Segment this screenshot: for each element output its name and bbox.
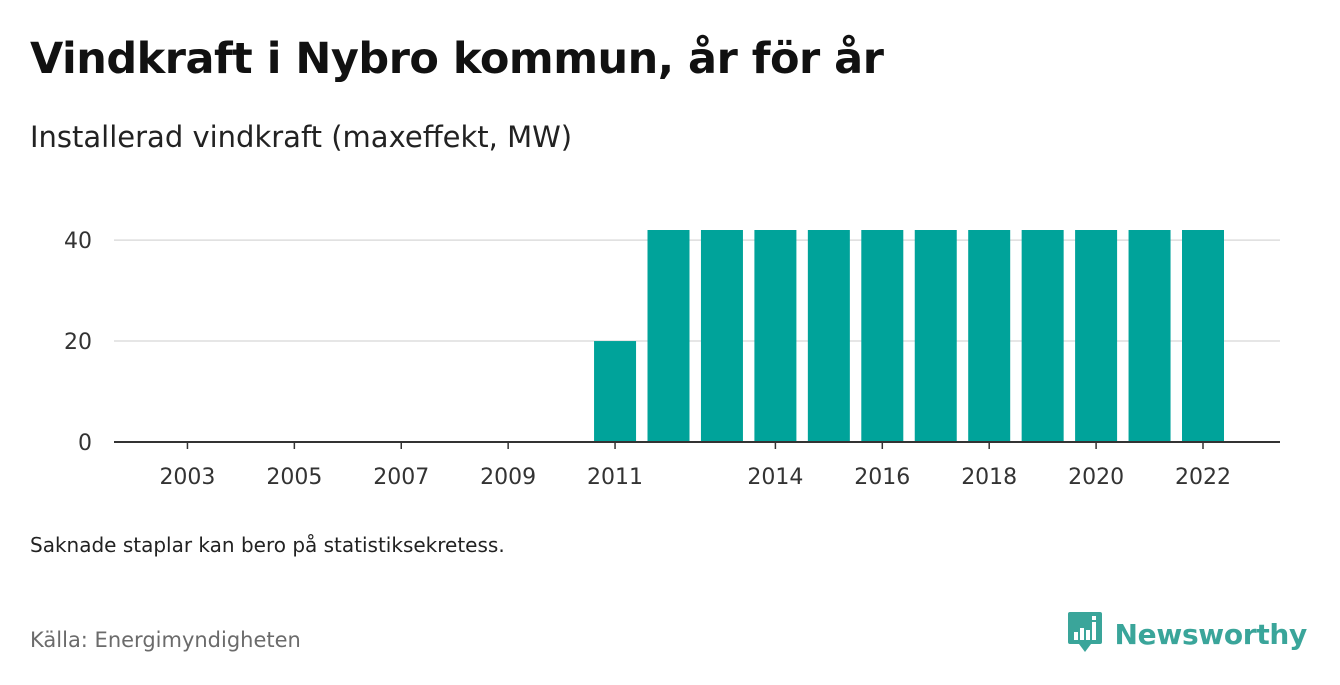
footnote: Saknade staplar kan bero på statistiksek… bbox=[30, 533, 505, 557]
x-tick-label: 2011 bbox=[587, 465, 643, 490]
x-tick-label: 2009 bbox=[480, 465, 536, 490]
x-tick-label: 2007 bbox=[373, 465, 429, 490]
bar-2019 bbox=[1021, 230, 1064, 442]
source-credit: Källa: Energimyndigheten bbox=[30, 628, 301, 652]
bar-2016 bbox=[861, 230, 904, 442]
y-tick-label: 40 bbox=[64, 229, 92, 254]
bar-2022 bbox=[1182, 230, 1224, 442]
bar-2014 bbox=[754, 230, 797, 442]
chart-title: Vindkraft i Nybro kommun, år för år bbox=[30, 34, 884, 84]
brand[interactable]: Newsworthy bbox=[1067, 610, 1307, 658]
bar-2015 bbox=[807, 230, 850, 442]
bar-chart: 0 20 40 2003 2005 2007 2009 2011 2014 2016 2018 202… bbox=[64, 229, 1280, 490]
bar-2017 bbox=[914, 230, 957, 442]
bar-2013 bbox=[700, 230, 743, 442]
x-tick-label: 2020 bbox=[1068, 465, 1124, 490]
x-tick-label: 2018 bbox=[961, 465, 1017, 490]
chart-subtitle: Installerad vindkraft (maxeffekt, MW) bbox=[30, 120, 573, 154]
bar-2021 bbox=[1128, 230, 1171, 442]
x-tick-label: 2022 bbox=[1175, 465, 1231, 490]
bar-2020 bbox=[1075, 230, 1118, 442]
bar-2011 bbox=[594, 341, 637, 442]
x-tick-label: 2003 bbox=[159, 465, 215, 490]
brand-name: Newsworthy bbox=[1114, 617, 1308, 651]
x-tick-label: 2014 bbox=[747, 465, 803, 490]
y-tick-label: 0 bbox=[78, 431, 92, 456]
x-tick-label: 2005 bbox=[266, 465, 322, 490]
bar-2018 bbox=[968, 230, 1011, 442]
bar-2012 bbox=[647, 230, 690, 442]
newsworthy-logo-icon bbox=[1067, 610, 1103, 658]
x-tick-label: 2016 bbox=[854, 465, 910, 490]
y-tick-label: 20 bbox=[64, 330, 92, 355]
